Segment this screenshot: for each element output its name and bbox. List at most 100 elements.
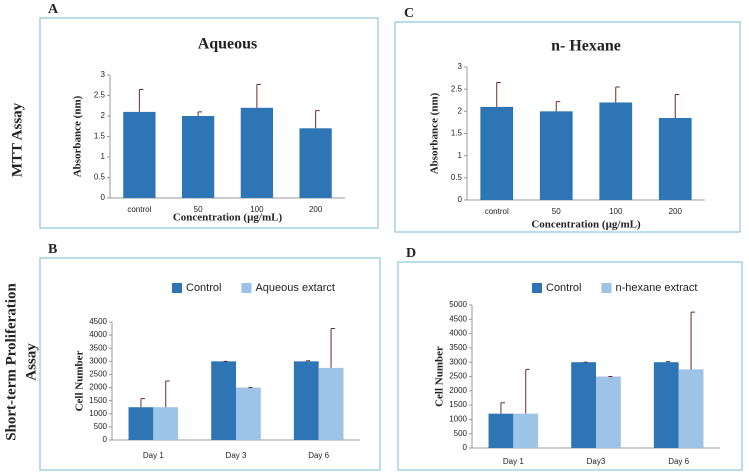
y-tick-label: 3500: [449, 343, 467, 352]
legend-swatch: [172, 283, 182, 293]
bar: [123, 111, 156, 198]
legend-label: n-hexane extract: [615, 282, 697, 294]
row-label: Assay: [23, 343, 39, 381]
y-tick-label: 3: [458, 62, 463, 71]
error-bar: [330, 328, 336, 368]
x-axis-label: Concentration (µg/mL): [173, 212, 283, 224]
y-tick-label: 1.5: [94, 132, 106, 141]
legend-swatch: [532, 283, 542, 293]
y-axis-label: Cell Number: [434, 346, 446, 407]
row-label: MTT Assay: [9, 102, 25, 177]
legend-label: Control: [186, 282, 221, 294]
x-tick-label: 100: [609, 207, 623, 216]
y-tick-label: 3: [101, 70, 106, 79]
panel-letter: D: [406, 246, 416, 261]
bar: [488, 413, 514, 448]
y-tick-label: 1500: [89, 396, 107, 405]
row-label: Short-term Proliferation: [3, 283, 19, 441]
error-bar: [138, 88, 144, 112]
panel-frame: [39, 17, 379, 229]
panel-letter: B: [48, 242, 57, 257]
panel-letter: C: [404, 6, 414, 21]
bar: [513, 413, 539, 448]
x-tick-label: 200: [669, 207, 683, 216]
panel-letter: A: [48, 2, 59, 17]
bar: [678, 369, 704, 448]
x-tick-label: 200: [309, 205, 323, 214]
error-bar: [525, 368, 530, 414]
bar: [653, 362, 679, 448]
y-tick-label: 5000: [449, 300, 467, 309]
bar: [211, 361, 236, 440]
bar: [539, 111, 573, 200]
y-tick-label: 2500: [449, 372, 467, 381]
chart-title: Aqueous: [198, 36, 258, 53]
y-tick-label: 2500: [89, 370, 107, 379]
y-tick-label: 0.5: [451, 173, 463, 182]
y-tick-label: 0: [103, 435, 108, 444]
error-bar: [256, 83, 261, 108]
y-tick-label: 0: [458, 195, 463, 204]
y-axis-label: Absorbance (nm): [72, 95, 84, 177]
x-tick-label: control: [485, 207, 509, 216]
legend-swatch: [241, 283, 252, 293]
error-bar: [500, 402, 505, 414]
x-axis-label: Concentration (µg/mL): [531, 219, 641, 231]
y-tick-label: 1500: [449, 400, 467, 409]
bar: [128, 407, 154, 440]
error-bar: [165, 380, 170, 408]
error-bar: [496, 82, 501, 107]
y-tick-label: 4000: [89, 330, 107, 339]
x-tick-label: Day 1: [503, 457, 524, 466]
y-tick-label: 3500: [89, 343, 107, 352]
y-tick-label: 0.5: [94, 173, 106, 182]
x-tick-label: Day 1: [143, 451, 164, 460]
y-axis-label: Cell Number: [74, 350, 86, 411]
bar: [571, 362, 596, 448]
y-tick-label: 1: [101, 152, 106, 161]
x-tick-label: 50: [194, 205, 203, 214]
y-tick-label: 2.5: [451, 84, 463, 93]
bar: [599, 102, 633, 200]
chart-title: n- Hexane: [551, 38, 621, 55]
y-tick-label: 3000: [449, 357, 467, 366]
y-tick-label: 4000: [449, 329, 467, 338]
error-bar: [555, 101, 561, 112]
y-tick-label: 0: [101, 193, 106, 202]
bar: [658, 117, 692, 200]
error-bar: [197, 111, 203, 116]
panel-frame: [39, 257, 381, 471]
y-tick-label: 2000: [449, 386, 467, 395]
panel-frame: [394, 21, 741, 233]
x-tick-label: Day 6: [668, 457, 689, 466]
x-tick-label: Day 6: [308, 451, 329, 460]
x-tick-label: 50: [552, 207, 561, 216]
x-tick-label: Day3: [587, 457, 606, 466]
error-bar: [674, 93, 680, 118]
y-axis-label: Absorbance (nm): [429, 92, 441, 174]
y-tick-label: 500: [94, 422, 108, 431]
y-tick-label: 1000: [449, 415, 467, 424]
bar: [181, 116, 215, 198]
x-tick-label: control: [127, 205, 151, 214]
error-bar: [665, 361, 671, 363]
y-tick-label: 0: [463, 443, 468, 452]
y-tick-label: 4500: [89, 317, 107, 326]
bar: [318, 367, 344, 440]
error-bar: [690, 311, 696, 370]
bar: [153, 407, 179, 440]
bar: [299, 128, 332, 198]
panel-frame: [397, 261, 743, 471]
bar: [596, 376, 621, 448]
x-tick-label: 100: [250, 205, 264, 214]
bar: [293, 361, 319, 440]
y-tick-label: 2: [458, 106, 463, 115]
y-tick-label: 1000: [89, 409, 107, 418]
bar: [240, 107, 274, 198]
y-tick-label: 2000: [89, 383, 107, 392]
y-tick-label: 3000: [89, 356, 107, 365]
legend-swatch: [601, 283, 612, 293]
bar: [480, 106, 514, 200]
y-tick-label: 2.5: [94, 91, 106, 100]
